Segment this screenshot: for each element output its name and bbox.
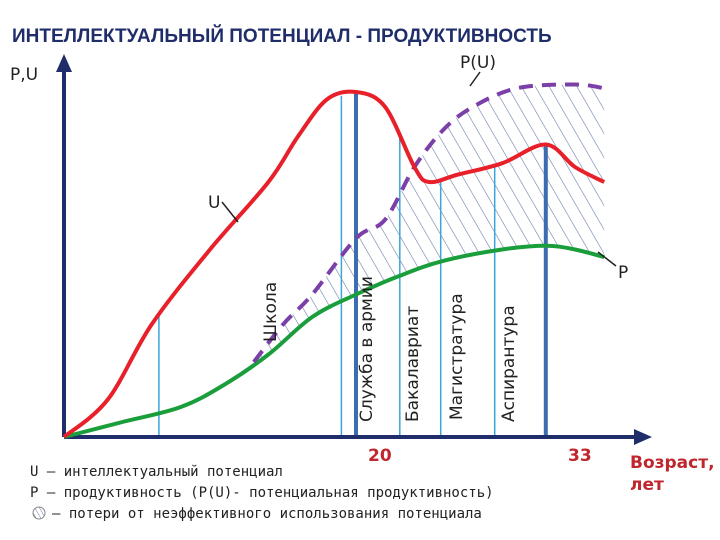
curve-label-pu-pointer [469,71,481,87]
x-axis-title-line1: Возраст, [630,453,715,473]
legend-item-u: U — интеллектуальный потенциал [30,464,283,480]
period-label-postgrad: Аспирантура [499,305,519,422]
series-p-line [63,243,605,439]
period-lines [158,92,548,437]
curve-label-pu: P(U) [460,53,496,73]
x-axis-arrow [634,429,652,445]
legend-item-loss: — потери от неэффективного использования… [52,506,482,522]
y-axis-arrow [56,54,72,72]
curve-label-p-pointer [597,251,617,267]
curve-label-u-pointer [221,201,239,223]
x-tick-label-20: 20 [368,446,392,466]
period-label-master: Магистратура [447,293,467,420]
curve-label-u: U [208,193,220,213]
chart-title: ИНТЕЛЛЕКТУАЛЬНЫЙ ПОТЕНЦИАЛ - ПРОДУКТИВНО… [12,25,552,47]
period-label-army: Служба в армии [357,276,377,422]
y-axis-label: P,U [10,65,38,85]
x-tick-label-33: 33 [568,446,592,466]
series-u-line [62,89,606,439]
period-label-bachelor: Бакалавриат [403,306,423,422]
legend-item-p: P — продуктивность (P(U)- потенциальная … [30,485,494,501]
legend-hatch-swatch [32,506,46,520]
period-label-school: Школа [261,282,281,342]
x-axis-title-line2: лет [630,475,664,495]
curve-label-p: P [618,263,628,283]
